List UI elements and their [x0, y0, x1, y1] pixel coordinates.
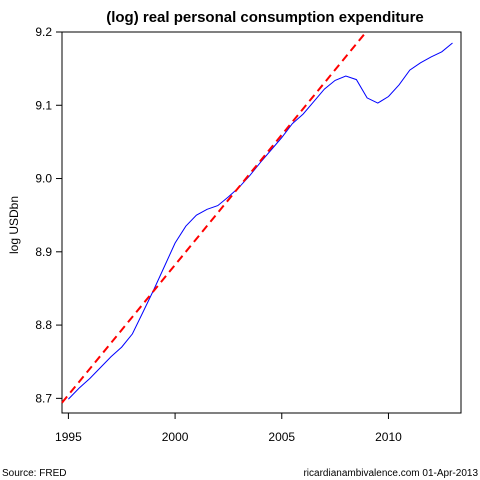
series-layer [61, 31, 453, 404]
y-tick-label: 9.2 [35, 25, 52, 39]
plot-frame [61, 31, 462, 414]
credit-note: ricardianambivalence.com 01-Apr-2013 [303, 468, 478, 479]
consumption-series-line [68, 42, 453, 400]
y-axis-label: log USDbn [7, 196, 21, 254]
x-axis: 1995 2000 2005 2010 [55, 413, 402, 444]
chart-title: (log) real personal consumption expendit… [106, 9, 424, 26]
trend-line [61, 31, 367, 404]
y-tick-label: 9.1 [35, 98, 52, 112]
x-tick-label: 2010 [375, 430, 402, 444]
x-tick-label: 1995 [55, 430, 82, 444]
y-tick-label: 8.8 [35, 318, 52, 332]
y-tick-label: 8.9 [35, 245, 52, 259]
y-tick-label: 8.7 [35, 391, 52, 405]
y-axis: 8.7 8.8 8.9 9.0 9.1 9.2 [35, 25, 62, 405]
y-tick-label: 9.0 [35, 172, 52, 186]
x-tick-label: 2000 [162, 430, 189, 444]
x-tick-label: 2005 [268, 430, 295, 444]
source-note: Source: FRED [2, 468, 66, 479]
